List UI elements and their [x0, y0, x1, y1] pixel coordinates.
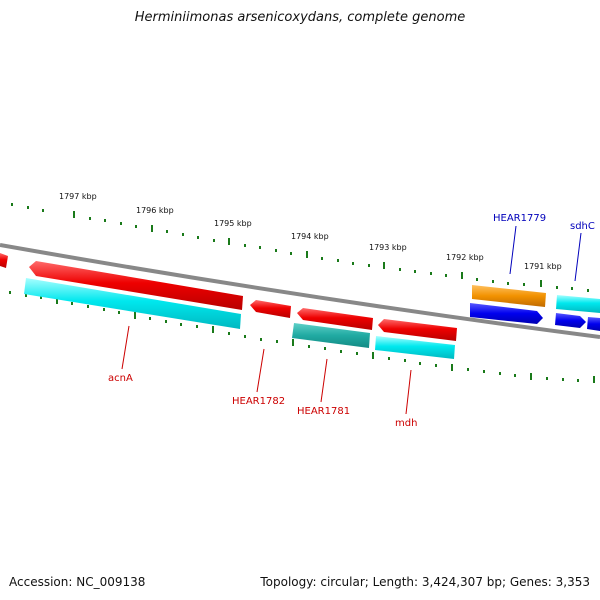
gene-arrow-mdh-red[interactable] [378, 319, 457, 341]
map-title: Herminiimonas arsenicoxydans, complete g… [134, 10, 466, 25]
tick-label-1795: 1795 kbp [214, 219, 252, 228]
gene-arrow-sdhC-blue[interactable] [555, 313, 586, 328]
gene-arrow-offscreen-right[interactable] [587, 317, 600, 331]
gene-band-mdh[interactable] [375, 336, 455, 359]
tick-label-1793: 1793 kbp [369, 243, 407, 252]
tick-label-1797: 1797 kbp [59, 192, 97, 201]
gene-band-HEAR1779[interactable] [472, 285, 546, 307]
gene-label-acnA[interactable]: acnA [108, 373, 133, 384]
gene-label-HEAR1779[interactable]: HEAR1779 [493, 213, 546, 224]
gene-arrow-HEAR1781-red[interactable] [297, 308, 373, 330]
gene-band-HEAR1781[interactable] [292, 323, 370, 348]
tick-label-1792: 1792 kbp [446, 253, 484, 262]
gene-label-mdh[interactable]: mdh [395, 418, 417, 429]
tick-label-1796: 1796 kbp [136, 206, 174, 215]
gene-label-HEAR1782[interactable]: HEAR1782 [232, 396, 285, 407]
gene-arrow-acnA[interactable] [29, 261, 243, 310]
gene-label-sdhC[interactable]: sdhC [570, 221, 595, 232]
gene-arrow-offscreen-left[interactable] [0, 253, 8, 268]
genome-backbone [0, 243, 600, 339]
gene-labels: acnA HEAR1782 HEAR1781 mdh HEAR1779 sdhC [108, 213, 595, 429]
gene-band-sdhC[interactable] [556, 295, 600, 313]
tick-label-1791: 1791 kbp [524, 262, 562, 271]
inner-tick-marks [9, 291, 595, 383]
gene-arrow-HEAR1779-blue[interactable] [470, 303, 543, 324]
gene-arrow-HEAR1782[interactable] [250, 300, 291, 318]
label-leaders [121, 225, 582, 415]
gene-features [0, 253, 600, 359]
gene-band-acnA[interactable] [24, 278, 241, 329]
tick-label-1794: 1794 kbp [291, 232, 329, 241]
topology-footer: Topology: circular; Length: 3,424,307 bp… [260, 575, 590, 589]
gene-label-HEAR1781[interactable]: HEAR1781 [297, 406, 350, 417]
tick-labels: 1797 kbp 1796 kbp 1795 kbp 1794 kbp 1793… [59, 192, 562, 271]
accession-footer: Accession: NC_009138 [9, 575, 146, 589]
outer-tick-marks [11, 203, 589, 292]
